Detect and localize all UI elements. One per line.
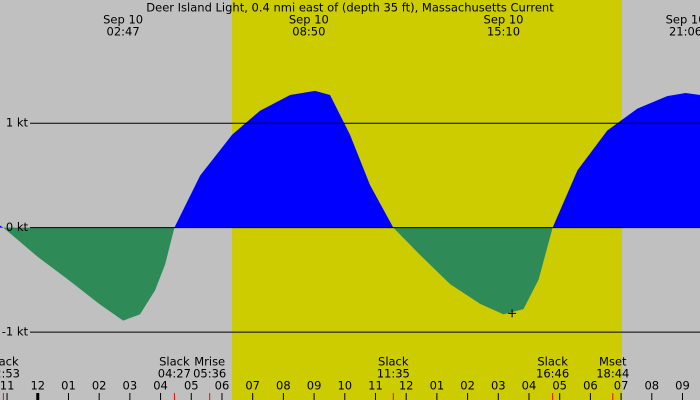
flood-area	[0, 225, 4, 228]
x-tick-label: 12	[30, 379, 45, 393]
event-name: Slack	[378, 355, 409, 369]
event-name: Mrise	[194, 355, 225, 369]
event-time: 22:53	[0, 367, 20, 381]
x-tick-label: 11	[368, 379, 383, 393]
x-tick-label: 08	[644, 379, 659, 393]
ebb-area	[3, 227, 175, 321]
extreme-date: Sep 10	[103, 13, 143, 27]
x-tick-label: 04	[522, 379, 537, 393]
x-tick-label: 02	[92, 379, 107, 393]
ebb-area	[393, 227, 553, 315]
event-name: Slack	[0, 355, 19, 369]
event-name: Slack	[537, 355, 568, 369]
flood-area	[552, 92, 700, 228]
extreme-date: Sep 10	[484, 13, 524, 27]
y-tick-label: -1 kt	[2, 325, 29, 339]
x-tick-label: 07	[614, 379, 629, 393]
x-tick-label: 10	[337, 379, 352, 393]
event-time: 11:35	[377, 367, 410, 381]
x-tick-label: 01	[430, 379, 445, 393]
y-tick-label: 1 kt	[6, 116, 29, 130]
x-tick-label: 07	[245, 379, 260, 393]
x-tick-label: 03	[491, 379, 506, 393]
extreme-date: Sep 10	[289, 13, 329, 27]
extreme-time: 02:47	[107, 25, 140, 39]
x-tick-label: 06	[583, 379, 598, 393]
x-tick-label: 03	[123, 379, 138, 393]
extreme-time: 15:10	[487, 25, 520, 39]
event-time: 05:36	[193, 367, 226, 381]
event-name: Slack	[159, 355, 190, 369]
extreme-time: 21:06	[669, 25, 700, 39]
x-tick-label: 12	[399, 379, 414, 393]
event-time: 16:46	[536, 367, 569, 381]
x-tick-label: 09	[307, 379, 322, 393]
x-tick-label: 08	[276, 379, 291, 393]
event-time: 18:44	[596, 367, 629, 381]
x-tick-label: 05	[184, 379, 199, 393]
x-tick-label: 04	[153, 379, 168, 393]
event-time: 04:27	[158, 367, 191, 381]
flood-area	[174, 90, 394, 228]
x-tick-label: 06	[215, 379, 230, 393]
x-tick-label: 09	[675, 379, 690, 393]
x-tick-label: 02	[460, 379, 475, 393]
event-name: Mset	[599, 355, 627, 369]
x-tick-label: 11	[0, 379, 14, 393]
extreme-time: 08:50	[292, 25, 325, 39]
x-tick-label: 01	[61, 379, 76, 393]
chart-title: Deer Island Light, 0.4 nmi east of (dept…	[146, 1, 554, 15]
extreme-date: Sep 10	[666, 13, 700, 27]
y-tick-label: 0 kt	[6, 220, 29, 234]
now-marker	[508, 309, 517, 318]
x-tick-label: 05	[552, 379, 567, 393]
